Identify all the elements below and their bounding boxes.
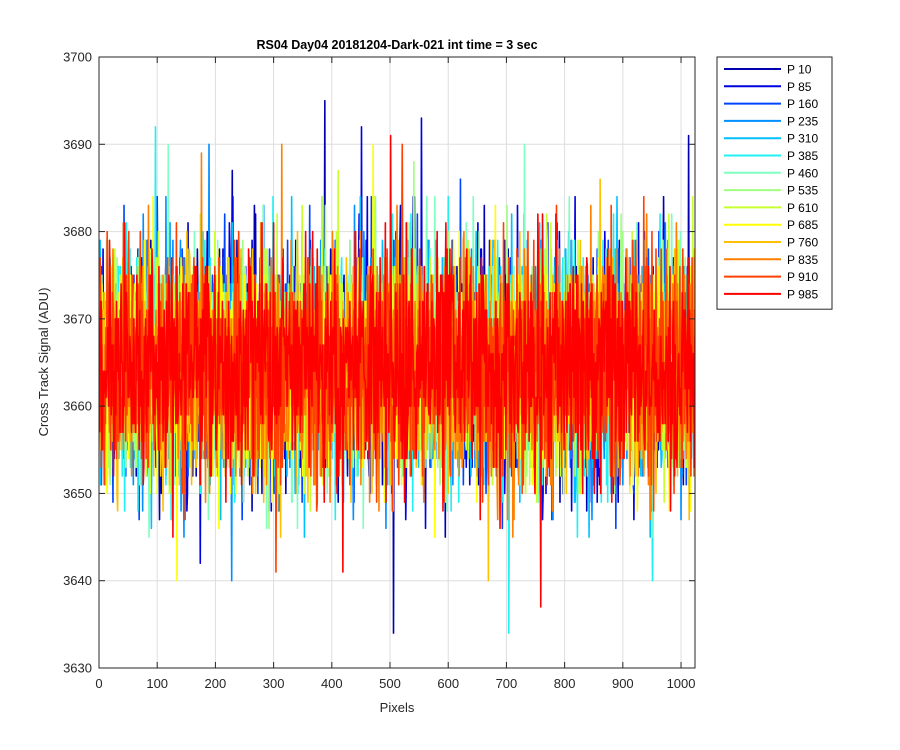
- legend-label: P 85: [787, 80, 812, 94]
- y-tick-label: 3660: [63, 399, 92, 414]
- y-tick-label: 3670: [63, 311, 92, 326]
- chart-title: RS04 Day04 20181204-Dark-021 int time = …: [256, 38, 537, 52]
- x-tick-label: 900: [612, 676, 634, 691]
- legend-label: P 460: [787, 166, 818, 180]
- y-tick-label: 3680: [63, 224, 92, 239]
- legend-label: P 535: [787, 184, 818, 198]
- x-tick-label: 700: [496, 676, 518, 691]
- legend-label: P 235: [787, 114, 818, 128]
- x-tick-label: 500: [379, 676, 401, 691]
- x-tick-label: 600: [437, 676, 459, 691]
- y-tick-label: 3630: [63, 661, 92, 676]
- x-tick-label: 200: [205, 676, 227, 691]
- x-tick-label: 100: [146, 676, 168, 691]
- y-tick-label: 3700: [63, 50, 92, 65]
- series-lines: [99, 99, 695, 634]
- legend-label: P 910: [787, 270, 818, 284]
- legend-label: P 985: [787, 287, 818, 301]
- axis-ticks: 0 100 200 300 400 500 600 700 800 900 1000 3630 3640…: [63, 50, 695, 692]
- y-tick-label: 3650: [63, 486, 92, 501]
- x-axis-label: Pixels: [380, 700, 415, 715]
- x-tick-label: 800: [554, 676, 576, 691]
- y-tick-label: 3640: [63, 573, 92, 588]
- legend: P 10 P 85 P 160 P 235 P 310 P 385 P 460 P 535 P …: [716, 56, 833, 310]
- legend-box: [716, 56, 833, 310]
- series-line: [99, 134, 695, 608]
- plot-frame: [98, 56, 696, 669]
- y-tick-label: 3690: [63, 137, 92, 152]
- x-tick-label: 400: [321, 676, 343, 691]
- legend-label: P 835: [787, 253, 818, 267]
- x-tick-label: 1000: [667, 676, 696, 691]
- legend-label: P 10: [787, 63, 812, 77]
- legend-label: P 685: [787, 218, 818, 232]
- legend-label: P 760: [787, 236, 818, 250]
- legend-label: P 385: [787, 149, 818, 163]
- x-tick-label: 0: [95, 676, 102, 691]
- legend-label: P 610: [787, 201, 818, 215]
- legend-label: P 160: [787, 97, 818, 111]
- legend-label: P 310: [787, 132, 818, 146]
- y-axis-label: Cross Track Signal (ADU): [36, 288, 51, 437]
- x-tick-label: 300: [263, 676, 285, 691]
